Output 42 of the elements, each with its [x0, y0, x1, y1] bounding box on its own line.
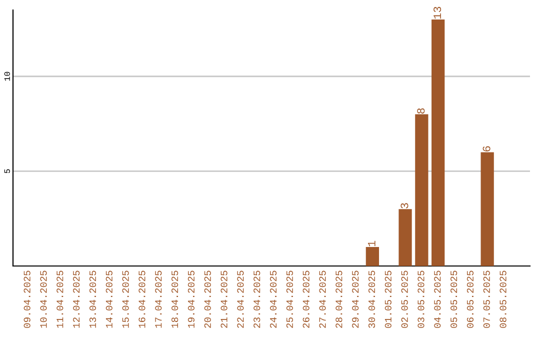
- x-tick-label: 07.05.2025: [483, 270, 490, 328]
- x-tick-label: 11.04.2025: [56, 270, 64, 328]
- bar: [366, 247, 380, 266]
- x-tick-label: 02.05.2025: [401, 270, 408, 328]
- x-tick-label: 08.05.2025: [500, 270, 506, 328]
- x-tick-label: 22.04.2025: [237, 270, 244, 328]
- x-tick-label: 16.04.2025: [138, 270, 146, 328]
- x-tick-label: 13.04.2025: [89, 270, 96, 328]
- y-tick-label: 10: [4, 72, 10, 81]
- x-tick-label: 30.04.2025: [368, 270, 376, 328]
- data-label: 3: [400, 203, 408, 208]
- x-tick-label: 25.04.2025: [286, 270, 293, 328]
- x-tick-label: 05.05.2025: [450, 270, 458, 328]
- x-tick-label: 01.05.2025: [384, 270, 392, 328]
- x-tick-label: 06.05.2025: [466, 270, 474, 328]
- x-tick-label: 23.04.2025: [254, 270, 260, 328]
- x-tick-label: 09.04.2025: [24, 270, 30, 328]
- y-tick-label: 5: [4, 169, 10, 174]
- x-tick-label: 21.04.2025: [220, 270, 228, 328]
- data-label: 8: [417, 108, 425, 114]
- bar: [415, 114, 428, 266]
- x-tick-label: 04.05.2025: [434, 270, 441, 328]
- x-tick-label: 03.05.2025: [418, 270, 424, 328]
- data-label: 13: [434, 6, 442, 19]
- x-tick-label: 17.04.2025: [155, 270, 162, 328]
- data-label: 1: [368, 240, 376, 246]
- x-tick-label: 18.04.2025: [171, 270, 178, 328]
- x-tick-label: 28.04.2025: [336, 270, 342, 328]
- data-label: 6: [482, 146, 490, 152]
- x-tick-label: 20.04.2025: [204, 270, 211, 328]
- x-tick-label: 26.04.2025: [302, 270, 310, 328]
- x-tick-label: 15.04.2025: [122, 270, 129, 328]
- bar: [398, 209, 412, 266]
- bar: [480, 152, 494, 266]
- x-tick-label: 10.04.2025: [40, 270, 47, 328]
- x-tick-label: 12.04.2025: [73, 270, 80, 328]
- x-tick-label: 19.04.2025: [188, 270, 195, 328]
- bar: [432, 19, 445, 266]
- x-tick-label: 29.04.2025: [352, 270, 359, 328]
- x-tick-label: 27.04.2025: [319, 270, 326, 328]
- x-tick-label: 24.04.2025: [270, 270, 277, 328]
- x-tick-label: 14.04.2025: [106, 270, 112, 328]
